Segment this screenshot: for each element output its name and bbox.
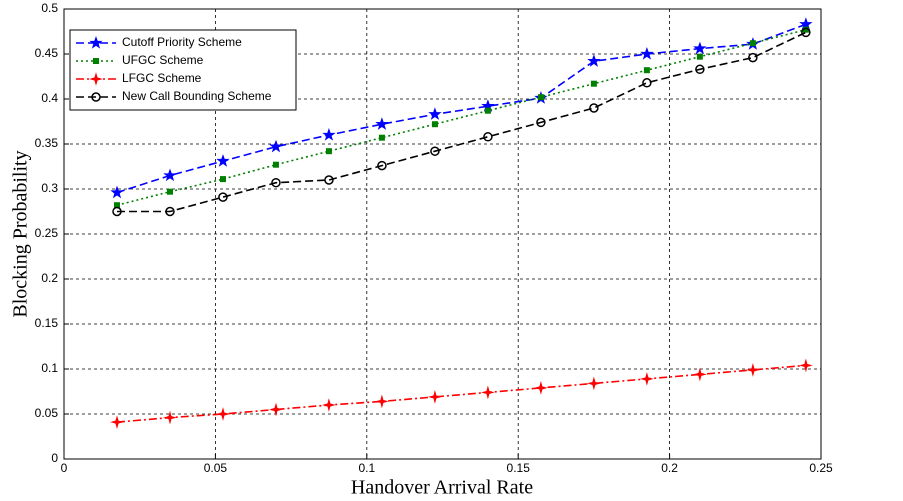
marker bbox=[642, 78, 652, 88]
y-tick-label: 0.15 bbox=[35, 316, 59, 330]
marker bbox=[89, 35, 103, 49]
marker bbox=[269, 402, 283, 417]
marker bbox=[216, 407, 230, 421]
marker bbox=[110, 415, 124, 429]
marker bbox=[163, 410, 177, 425]
legend-label: UFGC Scheme bbox=[122, 53, 204, 67]
x-tick-label: 0.15 bbox=[507, 461, 531, 475]
marker bbox=[695, 64, 705, 75]
y-axis-label: Blocking Probability bbox=[10, 150, 32, 317]
marker bbox=[216, 154, 230, 167]
marker bbox=[322, 398, 336, 412]
x-tick-label: 0.05 bbox=[204, 461, 228, 475]
marker bbox=[696, 53, 703, 60]
marker bbox=[643, 67, 650, 74]
marker bbox=[272, 161, 279, 168]
y-tick-label: 0.45 bbox=[35, 46, 59, 60]
marker bbox=[589, 103, 599, 113]
y-tick-label: 0.1 bbox=[41, 361, 58, 375]
legend-label: Cutoff Priority Scheme bbox=[122, 35, 242, 49]
marker bbox=[218, 192, 228, 202]
marker bbox=[89, 72, 103, 86]
y-tick-label: 0 bbox=[51, 451, 58, 465]
marker bbox=[430, 146, 440, 156]
marker bbox=[748, 52, 758, 63]
plot-frame bbox=[63, 8, 822, 460]
marker bbox=[534, 381, 548, 395]
marker bbox=[587, 54, 601, 67]
series-line bbox=[116, 28, 807, 206]
y-tick-label: 0.2 bbox=[41, 271, 58, 285]
x-tick-label: 0.2 bbox=[661, 461, 678, 475]
marker bbox=[377, 160, 387, 171]
y-tick-label: 0.35 bbox=[35, 136, 59, 150]
y-tick-label: 0.25 bbox=[35, 226, 59, 240]
series-line bbox=[116, 364, 806, 423]
marker bbox=[271, 177, 281, 188]
marker bbox=[484, 107, 491, 114]
marker bbox=[375, 394, 389, 409]
marker bbox=[799, 17, 813, 30]
series-line bbox=[116, 31, 807, 213]
marker bbox=[749, 40, 756, 47]
marker bbox=[325, 148, 332, 155]
marker bbox=[375, 117, 389, 130]
marker bbox=[324, 175, 334, 185]
marker bbox=[640, 372, 654, 386]
x-axis-label: Handover Arrival Rate bbox=[351, 477, 533, 499]
legend-label: New Call Bounding Scheme bbox=[122, 89, 272, 103]
x-tick-label: 0 bbox=[61, 461, 68, 475]
marker bbox=[693, 367, 707, 382]
marker bbox=[91, 92, 101, 102]
marker bbox=[483, 132, 493, 142]
marker bbox=[640, 46, 654, 60]
marker bbox=[590, 80, 597, 87]
marker bbox=[799, 358, 813, 373]
marker bbox=[165, 206, 175, 217]
marker bbox=[746, 362, 760, 377]
marker bbox=[163, 168, 177, 182]
legend-label: LFGC Scheme bbox=[122, 71, 202, 85]
x-tick-label: 0.1 bbox=[358, 461, 375, 475]
marker bbox=[428, 389, 442, 404]
marker bbox=[537, 94, 544, 101]
marker bbox=[431, 121, 438, 128]
y-tick-label: 0.4 bbox=[41, 91, 58, 105]
y-tick-label: 0.3 bbox=[41, 181, 58, 195]
marker bbox=[93, 58, 99, 64]
marker bbox=[378, 134, 385, 141]
marker bbox=[481, 385, 495, 400]
marker bbox=[428, 107, 442, 120]
marker bbox=[693, 41, 707, 55]
y-tick-label: 0.05 bbox=[35, 406, 59, 420]
marker bbox=[269, 139, 283, 153]
marker bbox=[110, 185, 124, 199]
marker bbox=[536, 117, 546, 128]
legend: Cutoff Priority Scheme UFGC Scheme LFGC Sc… bbox=[69, 29, 297, 111]
series-line bbox=[116, 23, 807, 194]
x-tick-label: 0.25 bbox=[809, 461, 833, 475]
marker bbox=[219, 176, 226, 183]
marker bbox=[166, 188, 173, 195]
marker bbox=[322, 127, 336, 141]
marker bbox=[801, 27, 811, 38]
marker bbox=[587, 376, 601, 391]
marker bbox=[112, 206, 122, 217]
y-tick-label: 0.5 bbox=[41, 1, 58, 15]
